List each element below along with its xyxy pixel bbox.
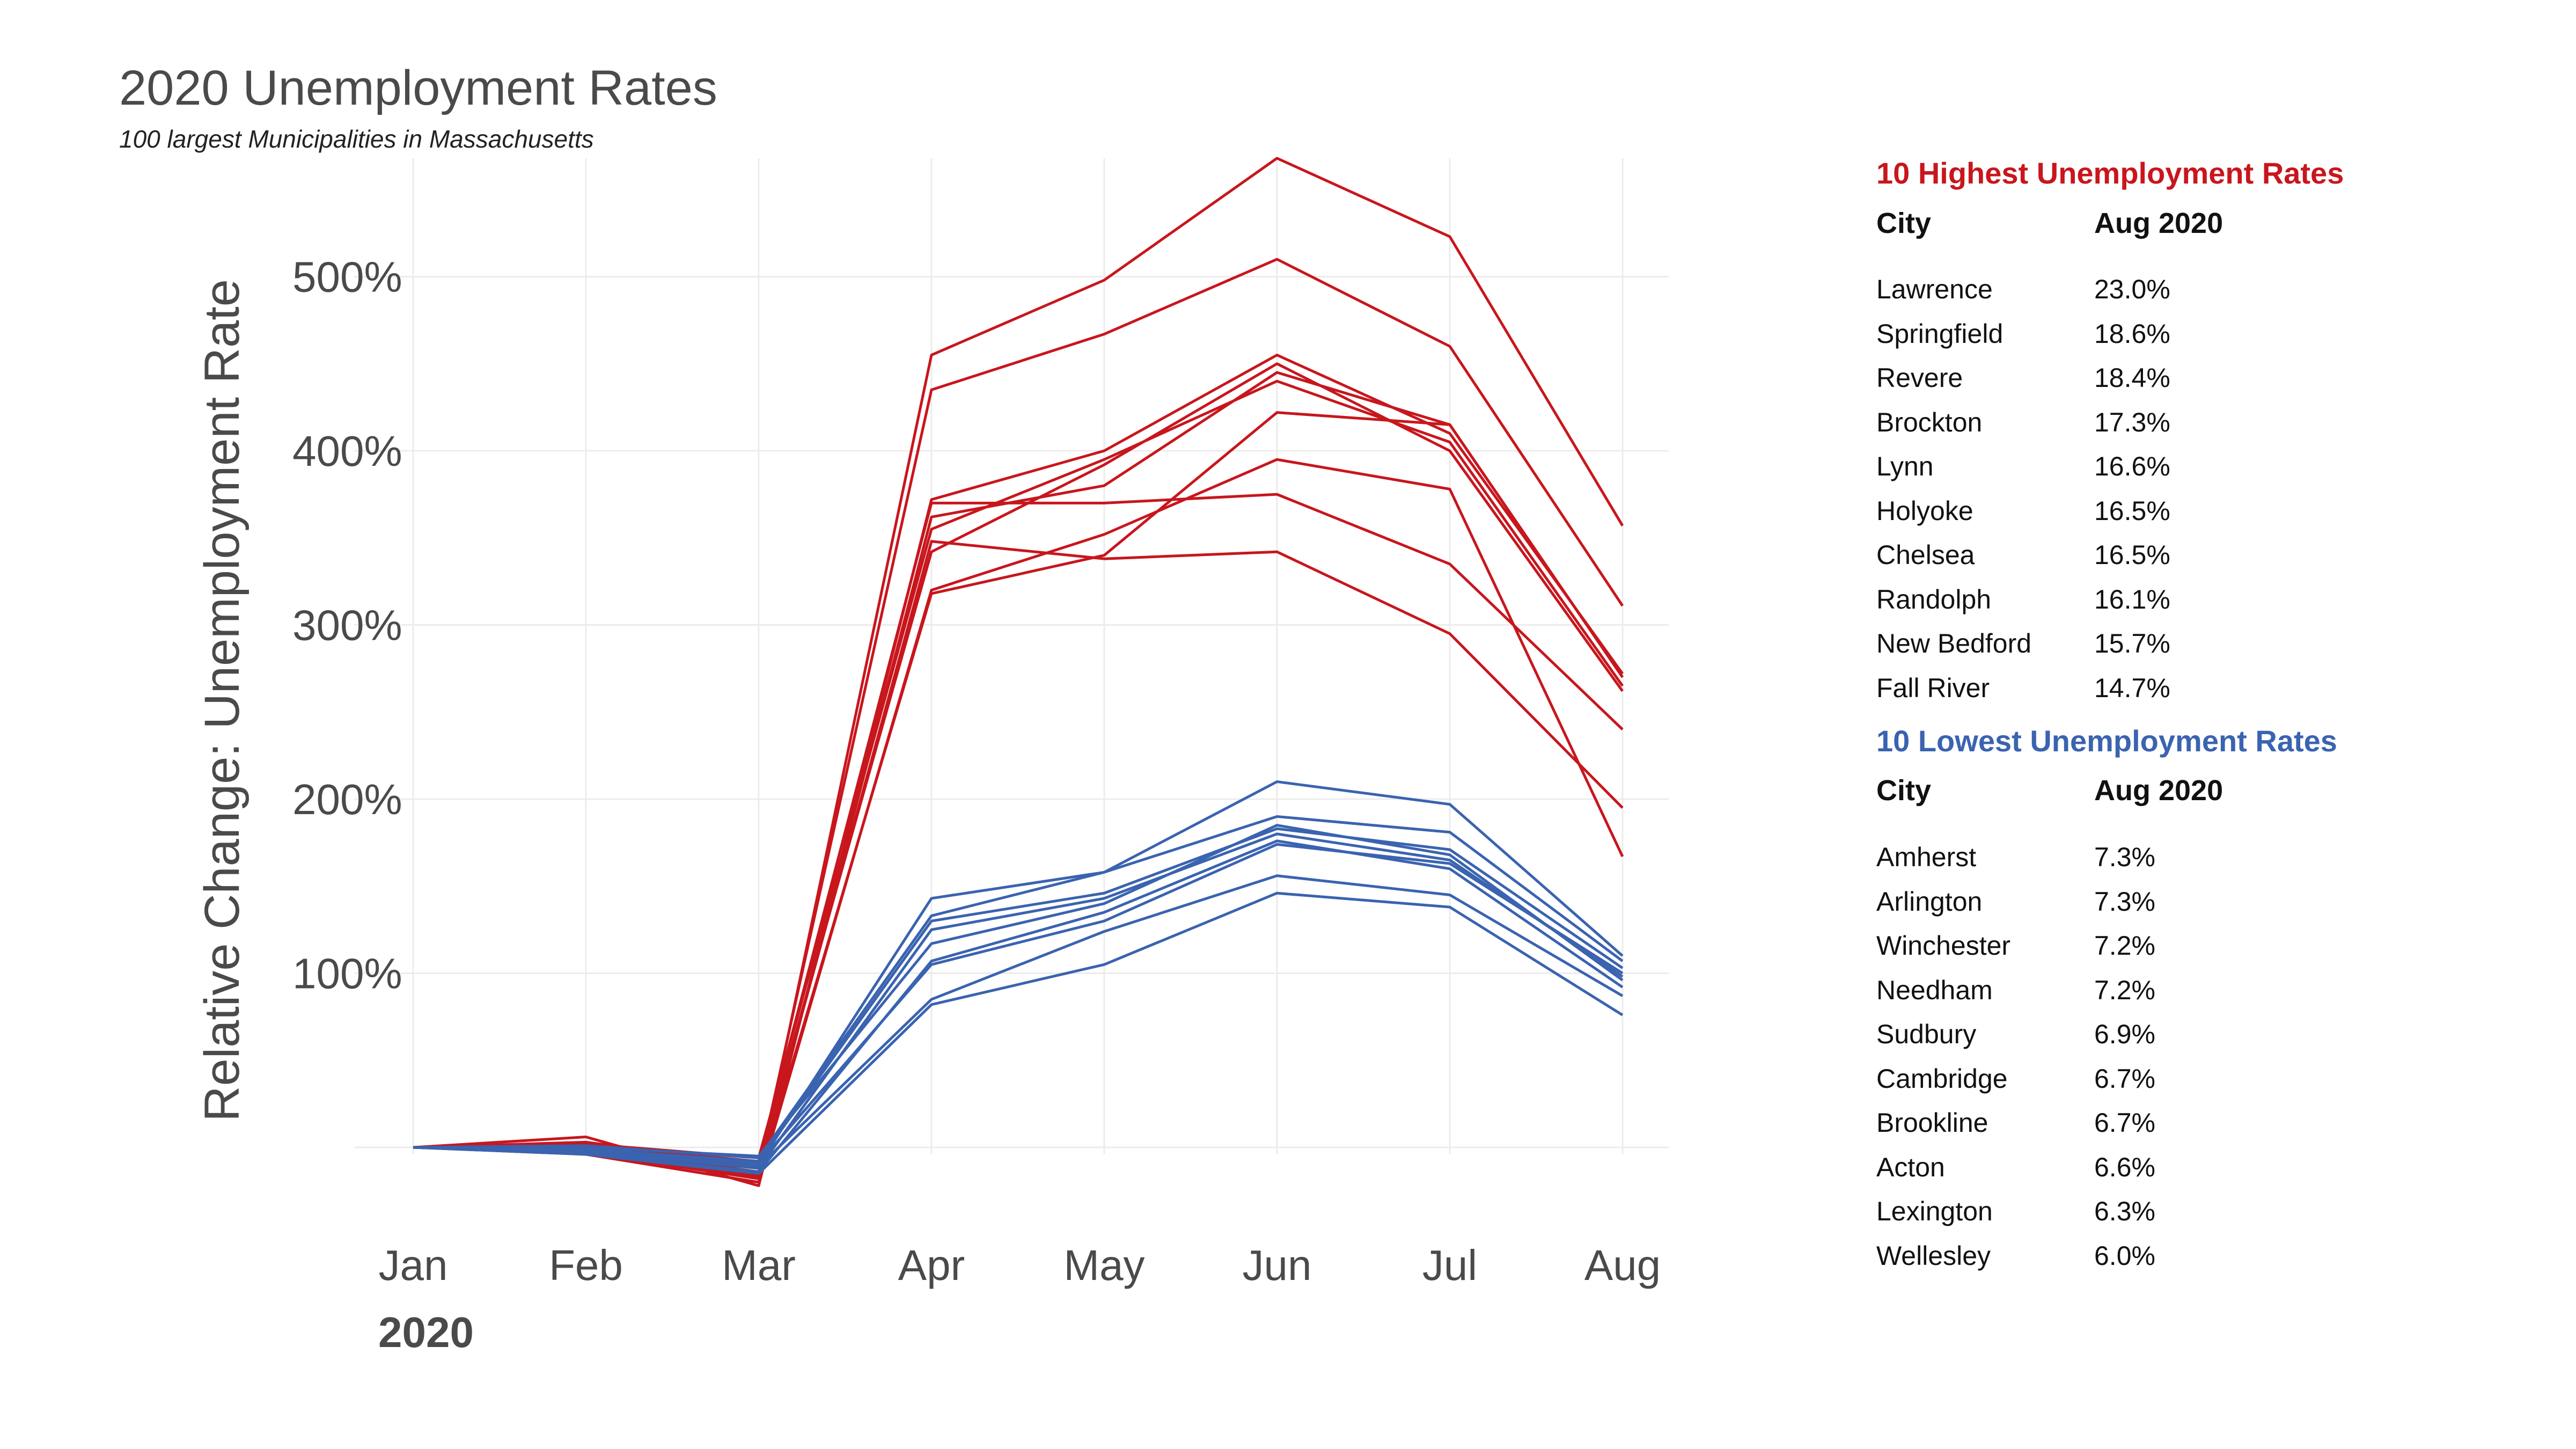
series-line-high-4 bbox=[413, 493, 1624, 1163]
series-lines bbox=[413, 157, 1624, 1187]
y-axis-label: Relative Change: Unemployment Rate bbox=[195, 279, 249, 1122]
city-name: Sudbury bbox=[1876, 1019, 1977, 1049]
rate-value: 7.3% bbox=[2094, 886, 2155, 917]
city-name: Brockton bbox=[1876, 407, 1983, 437]
x-axis-label: 2020 bbox=[378, 1308, 474, 1356]
series-line-high-2 bbox=[413, 258, 1624, 1170]
city-name: Wellesley bbox=[1876, 1240, 1991, 1271]
x-tick-label: May bbox=[1063, 1241, 1144, 1289]
rate-value: 15.7% bbox=[2094, 628, 2170, 658]
city-name: Lexington bbox=[1876, 1196, 1993, 1226]
x-tick-label: Aug bbox=[1584, 1241, 1661, 1289]
city-name: Winchester bbox=[1876, 931, 2011, 961]
x-tick-label: Jul bbox=[1422, 1241, 1477, 1289]
city-name: Fall River bbox=[1876, 672, 1990, 703]
rate-value: 6.3% bbox=[2094, 1196, 2155, 1226]
city-name: Holyoke bbox=[1876, 495, 1973, 526]
y-axis-ticks: 100% 200% 300% 400% 500% bbox=[292, 253, 402, 998]
line-chart: 100%200%300%400%500% Jan Feb Mar Apr May Jun J… bbox=[195, 157, 1669, 1356]
series-line-high-10 bbox=[413, 411, 1624, 1179]
grid bbox=[354, 158, 1669, 1154]
x-tick-label: Feb bbox=[549, 1241, 623, 1289]
series-line-high-9 bbox=[413, 458, 1624, 1184]
lowest-table-heading: 10 Lowest Unemployment Rates bbox=[1876, 724, 2337, 758]
rate-value: 16.5% bbox=[2094, 540, 2170, 570]
rate-value: 6.9% bbox=[2094, 1019, 2155, 1049]
city-name: Lawrence bbox=[1876, 274, 1993, 304]
x-axis-ticks: Jan Feb Mar Apr May Jun Jul Aug bbox=[379, 1241, 1661, 1289]
series-line-high-7 bbox=[413, 540, 1624, 1173]
rate-value: 23.0% bbox=[2094, 274, 2170, 304]
city-name: Lynn bbox=[1876, 451, 1934, 481]
highest-table-heading: 10 Highest Unemployment Rates bbox=[1876, 156, 2344, 190]
rate-value: 7.2% bbox=[2094, 975, 2155, 1005]
series-line-low-9 bbox=[413, 891, 1624, 1175]
rate-value: 18.4% bbox=[2094, 363, 2170, 393]
series-line-high-3 bbox=[413, 354, 1624, 1187]
series-line-high-6 bbox=[413, 379, 1624, 1159]
city-name: Amherst bbox=[1876, 842, 1977, 872]
y-tick-label: 400% bbox=[292, 427, 402, 475]
lowest-col-value: Aug 2020 bbox=[2094, 774, 2223, 807]
y-tick-label: 300% bbox=[292, 602, 402, 649]
city-name: Needham bbox=[1876, 975, 1993, 1005]
x-tick-label: Mar bbox=[722, 1241, 796, 1289]
highest-col-value: Aug 2020 bbox=[2094, 207, 2223, 239]
rate-value: 6.0% bbox=[2094, 1240, 2155, 1271]
rate-value: 18.6% bbox=[2094, 318, 2170, 349]
rate-value: 7.2% bbox=[2094, 931, 2155, 961]
highest-col-city: City bbox=[1876, 207, 1932, 239]
chart-title: 2020 Unemployment Rates bbox=[119, 61, 717, 115]
city-name: Cambridge bbox=[1876, 1063, 2008, 1094]
rate-value: 16.6% bbox=[2094, 451, 2170, 481]
series-line-low-3 bbox=[413, 827, 1624, 1163]
lowest-col-city: City bbox=[1876, 774, 1932, 807]
city-name: Arlington bbox=[1876, 886, 1983, 917]
rate-value: 6.7% bbox=[2094, 1108, 2155, 1138]
series-line-low-5 bbox=[413, 824, 1624, 1158]
city-name: Randolph bbox=[1876, 584, 1992, 614]
x-tick-label: Apr bbox=[898, 1241, 965, 1289]
city-name: Chelsea bbox=[1876, 540, 1975, 570]
series-line-low-7 bbox=[413, 843, 1624, 1165]
city-name: Acton bbox=[1876, 1152, 1945, 1182]
rate-value: 6.7% bbox=[2094, 1063, 2155, 1094]
series-line-low-6 bbox=[413, 839, 1624, 1173]
city-name: Brookline bbox=[1876, 1108, 1988, 1138]
series-line-low-8 bbox=[413, 874, 1624, 1168]
city-name: Revere bbox=[1876, 363, 1963, 393]
rate-value: 17.3% bbox=[2094, 407, 2170, 437]
x-tick-label: Jun bbox=[1243, 1241, 1312, 1289]
rate-value: 7.3% bbox=[2094, 842, 2155, 872]
rate-value: 16.5% bbox=[2094, 495, 2170, 526]
rate-value: 14.7% bbox=[2094, 672, 2170, 703]
y-tick-label: 100% bbox=[292, 950, 402, 998]
chart-subtitle: 100 largest Municipalities in Massachuse… bbox=[119, 125, 594, 153]
city-name: New Bedford bbox=[1876, 628, 2032, 658]
series-line-high-8 bbox=[413, 362, 1624, 1166]
series-line-high-1 bbox=[413, 157, 1624, 1177]
rate-value: 6.6% bbox=[2094, 1152, 2155, 1182]
y-tick-label: 500% bbox=[292, 253, 402, 301]
y-tick-label: 200% bbox=[292, 775, 402, 823]
x-tick-label: Jan bbox=[379, 1241, 448, 1289]
rate-value: 16.1% bbox=[2094, 584, 2170, 614]
city-name: Springfield bbox=[1876, 318, 2003, 349]
